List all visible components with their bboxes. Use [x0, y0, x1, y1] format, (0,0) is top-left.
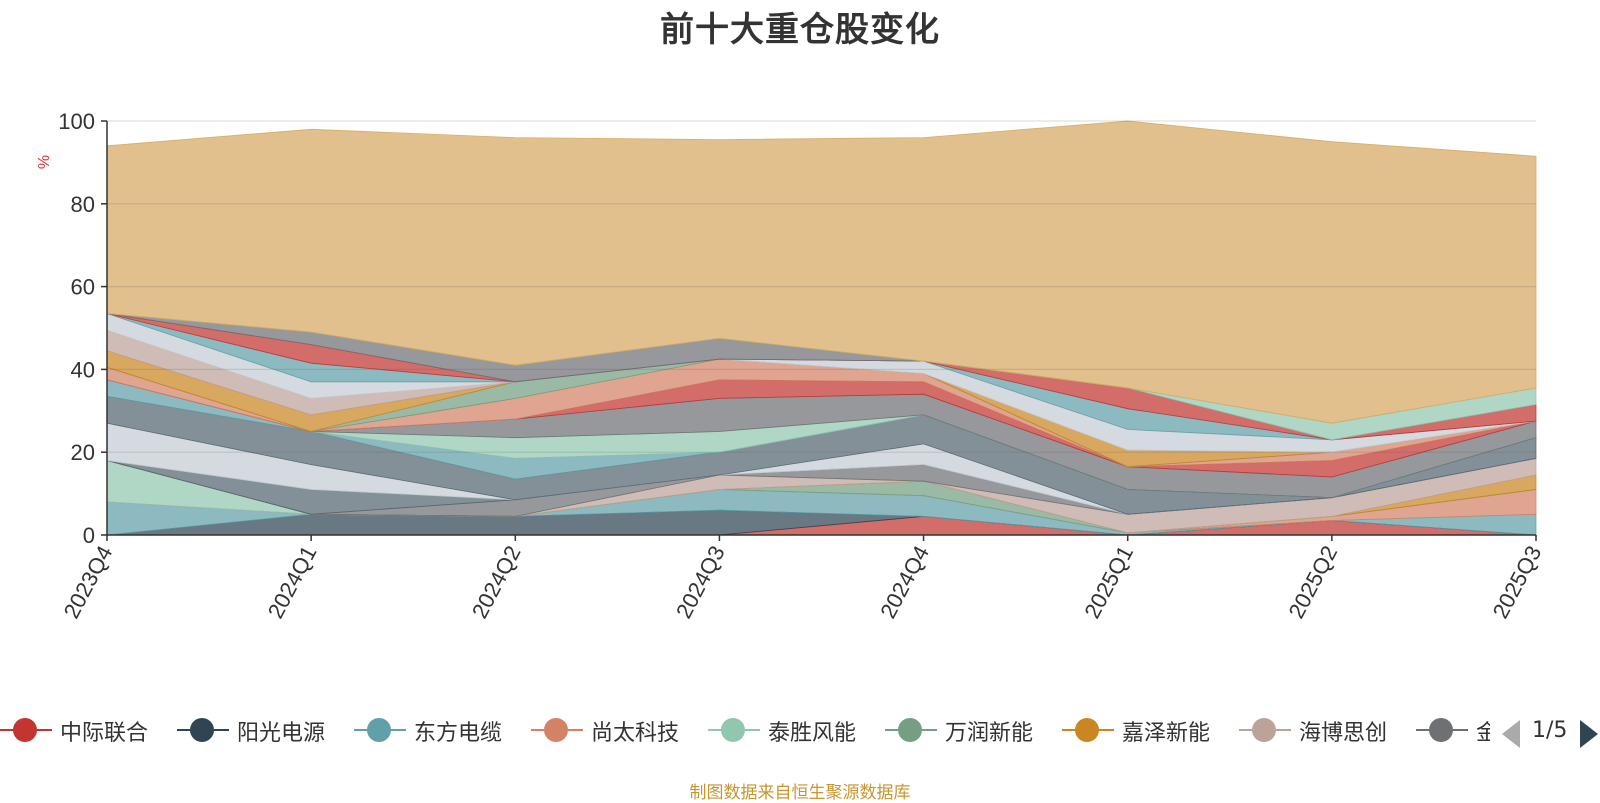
legend-pager: 1/5	[1500, 716, 1600, 752]
y-tick-label: 0	[83, 523, 95, 548]
legend-next-icon[interactable]	[1580, 720, 1598, 748]
y-tick-label: 100	[58, 109, 95, 134]
legend-item[interactable]: 泰胜风能	[708, 710, 878, 750]
legend-item[interactable]: 嘉泽新能	[1062, 710, 1232, 750]
legend-circle-icon	[1252, 718, 1276, 742]
legend-label: 尚太科技	[591, 721, 680, 746]
x-tick-label: 2023Q4	[59, 542, 118, 623]
x-tick-label: 2025Q3	[1488, 542, 1547, 623]
legend-item[interactable]: 中际联合	[0, 710, 170, 750]
legend-item[interactable]: 阳光电源	[177, 710, 347, 750]
legend-label: 阳光电源	[237, 721, 326, 746]
x-tick-label: 2024Q2	[467, 542, 526, 623]
legend-label: 万润新能	[945, 721, 1034, 746]
x-tick-label: 2025Q2	[1283, 542, 1342, 623]
legend-label: 东方电缆	[414, 721, 503, 746]
legend-item[interactable]: 金风科技	[1416, 710, 1490, 750]
legend-circle-icon	[367, 718, 391, 742]
y-tick-label: 20	[71, 440, 95, 465]
legend-circle-icon	[898, 718, 922, 742]
legend-label: 中际联合	[60, 721, 149, 746]
legend-label: 嘉泽新能	[1122, 721, 1211, 746]
y-tick-label: 40	[71, 357, 95, 382]
x-tick-label: 2024Q3	[671, 542, 730, 623]
x-tick-label: 2024Q1	[263, 542, 322, 623]
gridlines	[107, 120, 1536, 453]
legend: 中际联合 阳光电源 东方电缆 尚太科技 泰胜风能 万润新能 嘉泽新能 海博思创 金风科技	[0, 710, 1490, 750]
x-tick-label: 2025Q1	[1079, 542, 1138, 623]
stacked-area-chart: 0 20 40 60 80 100 2023Q4 2024Q1 2024Q2 2024Q3 2024…	[36, 109, 1547, 623]
legend-circle-icon	[721, 718, 745, 742]
legend-circle-icon	[190, 718, 214, 742]
y-tick-label: 60	[71, 275, 95, 300]
chart-title: 前十大重仓股变化	[660, 10, 940, 50]
data-source-note: 制图数据来自恒生聚源数据库	[689, 783, 911, 803]
legend-circle-icon	[13, 718, 37, 742]
legend-circle-icon	[1075, 718, 1099, 742]
legend-circle-icon	[1429, 718, 1453, 742]
area-series-group	[106, 120, 1537, 536]
x-tick-label: 2024Q4	[875, 542, 934, 623]
legend-item[interactable]: 尚太科技	[531, 710, 701, 750]
area-series-25	[106, 120, 1537, 424]
y-axis-label: %	[36, 155, 53, 169]
legend-item[interactable]: 海博思创	[1239, 710, 1409, 750]
legend-page-indicator: 1/5	[1532, 718, 1568, 743]
legend-label: 泰胜风能	[768, 721, 857, 746]
legend-label: 金风科技	[1476, 721, 1490, 746]
y-tick-label: 80	[71, 192, 95, 217]
legend-circle-icon	[544, 718, 568, 742]
legend-prev-icon[interactable]	[1502, 720, 1520, 748]
legend-item[interactable]: 万润新能	[885, 710, 1055, 750]
legend-item[interactable]: 东方电缆	[354, 710, 524, 750]
legend-label: 海博思创	[1299, 721, 1388, 746]
